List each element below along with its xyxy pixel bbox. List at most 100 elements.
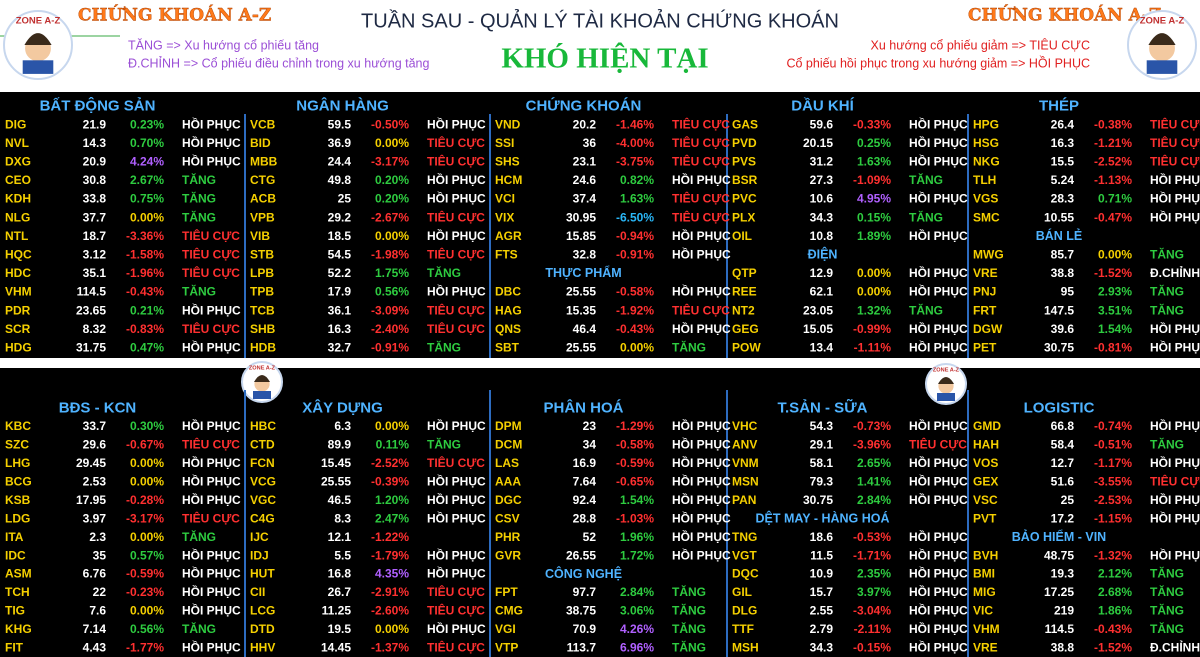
change-pct: 0.56%	[375, 285, 409, 299]
logo-text: ZONE A-Z	[933, 367, 960, 373]
ticker: TTF	[732, 622, 754, 636]
change-pct: -1.09%	[853, 173, 891, 187]
change-pct: -1.21%	[1094, 136, 1132, 150]
logo-body	[253, 391, 271, 399]
trend-status: HỒI PHỤC	[182, 584, 241, 599]
change-pct: 2.84%	[620, 585, 654, 599]
trend-status: HỒI PHỤC	[427, 418, 486, 433]
trend-status: HỒI PHỤC	[909, 640, 968, 655]
price: 33.7	[83, 419, 107, 433]
price: 12.1	[328, 530, 352, 544]
change-pct: 4.95%	[857, 192, 891, 206]
price: 30.75	[803, 493, 833, 507]
change-pct: 0.00%	[130, 474, 164, 488]
ticker: FTS	[495, 247, 518, 261]
header-bg	[0, 0, 1200, 92]
ticker: DGW	[973, 322, 1003, 336]
change-pct: 0.47%	[130, 340, 164, 354]
ticker: VIB	[250, 229, 270, 243]
price: 29.6	[83, 438, 107, 452]
ticker: CII	[250, 585, 265, 599]
change-pct: -2.52%	[371, 456, 409, 470]
price: 20.9	[83, 154, 107, 168]
price: 97.7	[573, 585, 597, 599]
price: 52.2	[328, 266, 352, 280]
change-pct: 0.00%	[375, 622, 409, 636]
change-pct: 0.00%	[130, 604, 164, 618]
price: 19.5	[328, 622, 352, 636]
ticker: PNJ	[973, 285, 996, 299]
change-pct: -0.39%	[371, 474, 409, 488]
ticker: HPG	[973, 117, 999, 131]
trend-status: HỒI PHỤC	[909, 135, 968, 150]
ticker: ASM	[5, 567, 32, 581]
trend-status: TIÊU CỰC	[672, 209, 730, 224]
ticker: AGR	[495, 229, 522, 243]
change-pct: 1.96%	[620, 530, 654, 544]
price: 18.6	[810, 530, 834, 544]
change-pct: 0.57%	[130, 548, 164, 562]
trend-status: HỒI PHỤC	[909, 339, 968, 354]
trend-status: HỒI PHỤC	[909, 547, 968, 562]
price: 114.5	[1045, 622, 1075, 636]
change-pct: 2.47%	[375, 511, 409, 525]
change-pct: -0.15%	[853, 641, 891, 655]
change-pct: -0.33%	[853, 117, 891, 131]
trend-status: TIÊU CỰC	[427, 640, 485, 655]
change-pct: 1.89%	[857, 229, 891, 243]
trend-status: HỒI PHỤC	[1150, 455, 1200, 470]
trend-status: HỒI PHỤC	[427, 492, 486, 507]
change-pct: 2.68%	[1098, 585, 1132, 599]
price: 7.6	[89, 604, 106, 618]
ticker: MIG	[973, 585, 996, 599]
change-pct: -1.03%	[616, 511, 654, 525]
price: 28.8	[573, 511, 597, 525]
ticker: VGI	[495, 622, 516, 636]
trend-status: HỒI PHỤC	[182, 603, 241, 618]
trend-status: HỒI PHỤC	[182, 547, 241, 562]
change-pct: -1.11%	[854, 340, 892, 354]
section-title: PHÂN HOÁ	[543, 398, 623, 416]
trend-status: HỒI PHỤC	[1150, 492, 1200, 507]
trend-status: TĂNG	[1150, 621, 1184, 636]
ticker: VCI	[495, 192, 515, 206]
change-pct: 2.65%	[857, 456, 891, 470]
trend-status: HỒI PHỤC	[672, 473, 731, 488]
ticker: KHG	[5, 622, 32, 636]
price: 2.55	[810, 604, 834, 618]
ticker: REE	[732, 285, 757, 299]
price: 3.12	[83, 247, 107, 261]
ticker: QTP	[732, 266, 757, 280]
section-title: T.SẢN - SỮA	[778, 398, 868, 416]
price: 10.6	[810, 192, 834, 206]
trend-status: TĂNG	[909, 172, 943, 187]
price: 34	[583, 438, 597, 452]
ticker: HUT	[250, 567, 275, 581]
section-title: THỰC PHẨM	[545, 265, 621, 280]
section-title: CHỨNG KHOÁN	[526, 96, 642, 114]
trend-status: HỒI PHỤC	[909, 321, 968, 336]
ticker: VTP	[495, 641, 518, 655]
trend-status: TIÊU CỰC	[672, 302, 730, 317]
ticker: HAG	[495, 303, 522, 317]
price: 14.3	[83, 136, 107, 150]
trend-status: HỒI PHỤC	[672, 437, 731, 452]
price: 16.3	[1051, 136, 1075, 150]
change-pct: -1.52%	[1094, 266, 1132, 280]
price: 8.32	[83, 322, 107, 336]
ticker: VIC	[973, 604, 993, 618]
price: 23.65	[76, 303, 106, 317]
price: 11.25	[322, 604, 352, 618]
price: 15.5	[1051, 154, 1075, 168]
ticker: GAS	[732, 117, 758, 131]
change-pct: -1.13%	[1094, 173, 1132, 187]
ticker: KSB	[5, 493, 31, 507]
logo: ZONE A-Z	[3, 10, 73, 80]
trend-status: HỒI PHỤC	[427, 284, 486, 299]
change-pct: 0.15%	[857, 210, 891, 224]
section-title: BẢO HIỂM - VIN	[1012, 529, 1106, 544]
logo-hair	[254, 375, 270, 382]
trend-status: HỒI PHỤC	[182, 455, 241, 470]
change-pct: 2.93%	[1098, 285, 1132, 299]
section-title: DỆT MAY - HÀNG HOÁ	[755, 510, 889, 525]
